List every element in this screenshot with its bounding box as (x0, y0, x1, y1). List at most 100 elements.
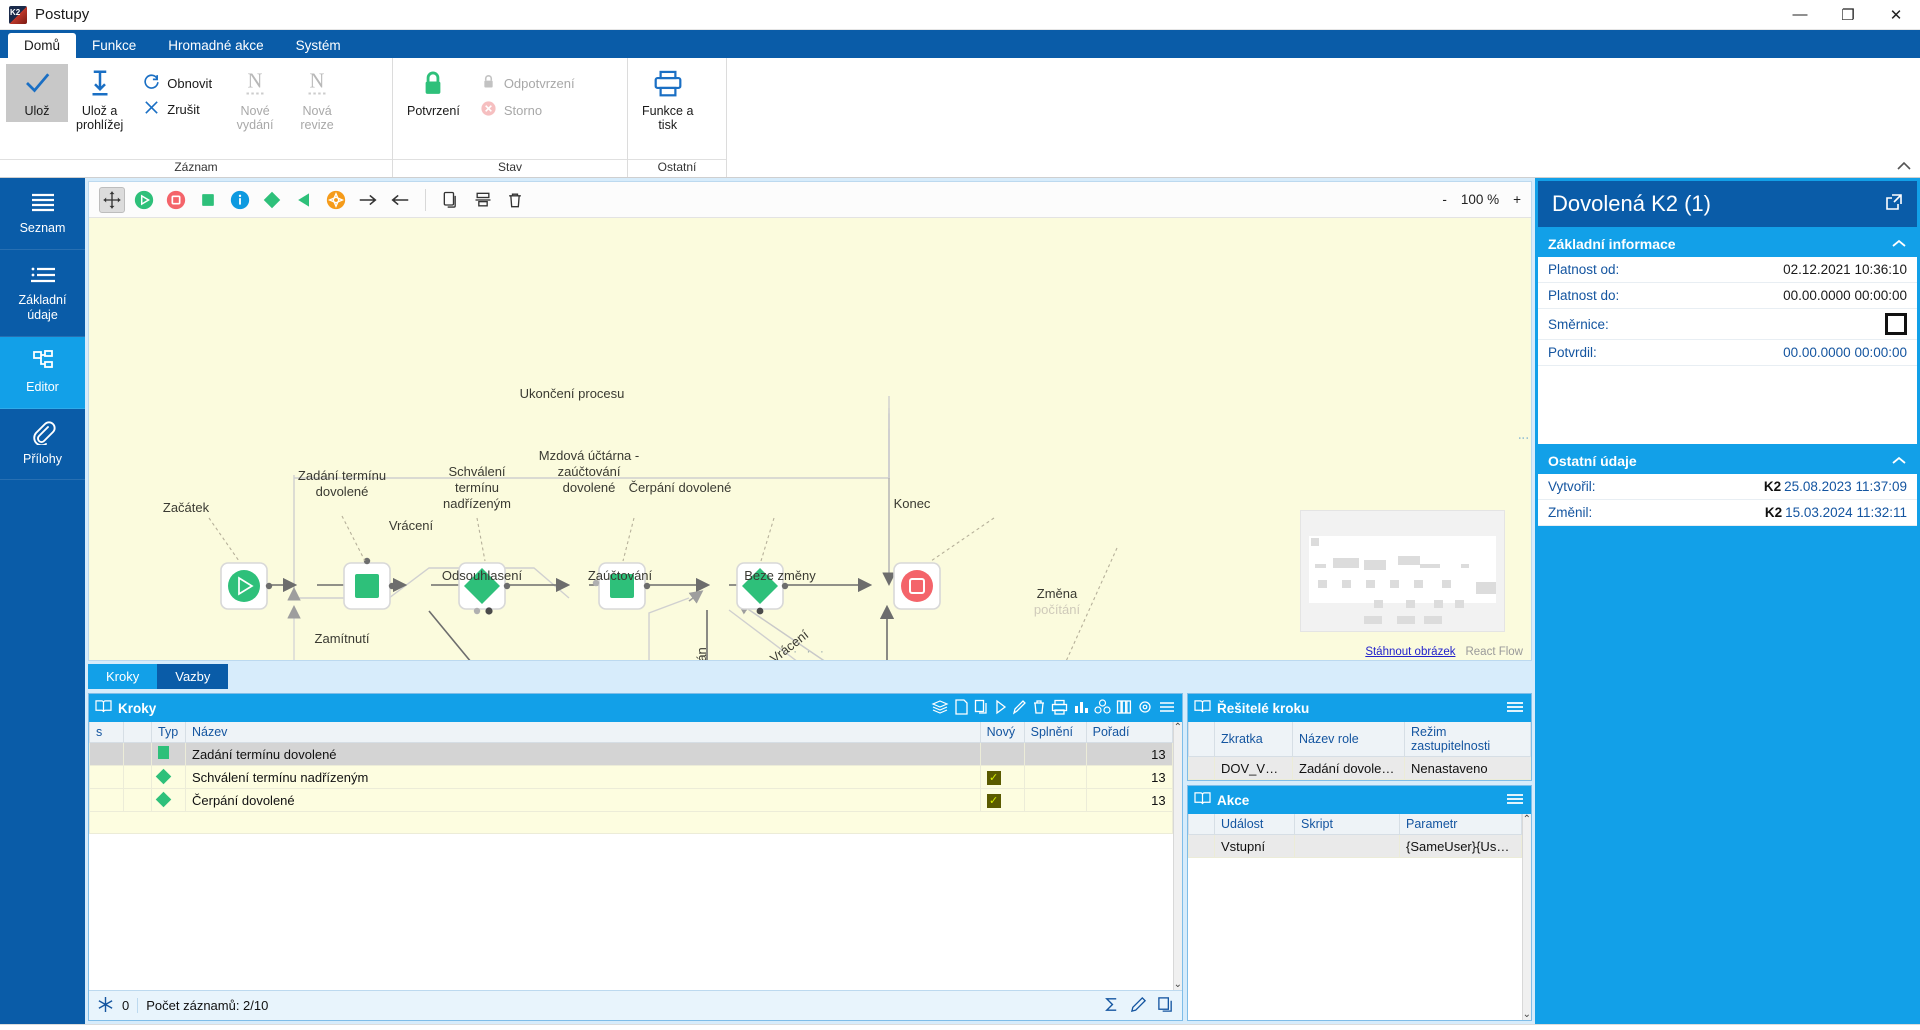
sidebar-item-seznam[interactable]: Seznam (0, 178, 85, 250)
new-edition-button[interactable]: N Nové vydání (224, 64, 286, 137)
green-diamond-icon[interactable] (259, 187, 285, 213)
green-square-icon[interactable] (195, 187, 221, 213)
copy-doc-icon[interactable] (974, 699, 989, 718)
chevron-up-icon[interactable] (1891, 454, 1907, 469)
copy-icon[interactable] (438, 187, 464, 213)
sidebar-item-prilohy[interactable]: Přílohy (0, 409, 85, 481)
restore-button[interactable]: ❐ (1841, 6, 1855, 24)
react-flow-attribution: React Flow (1465, 646, 1523, 658)
tab-vazby[interactable]: Vazby (157, 664, 229, 689)
left-triangle-icon[interactable] (291, 187, 317, 213)
group-icon[interactable] (1094, 698, 1111, 718)
zoom-out-button[interactable]: - (1442, 192, 1447, 207)
kroky-vertical-scrollbar[interactable]: ⌃ ⌄ (1172, 722, 1182, 990)
col-rezim[interactable]: Režim zastupitelnosti (1404, 722, 1531, 757)
menu-hamburger-icon[interactable] (1158, 699, 1176, 718)
table-row[interactable]: Zadání termínu dovolené 13 (89, 742, 1173, 766)
close-button[interactable]: ✕ (1889, 6, 1903, 24)
canvas-right-handle[interactable]: ⋮ (1517, 432, 1529, 446)
scroll-up-arrow-icon[interactable]: ⌃ (1173, 722, 1182, 733)
layers-icon[interactable] (931, 699, 949, 718)
col-novy[interactable]: Nový (979, 722, 1025, 743)
akce-vertical-scrollbar[interactable]: ⌃ ⌄ (1521, 814, 1531, 1020)
cancel-button[interactable]: Zrušit (135, 96, 220, 122)
tab-kroky[interactable]: Kroky (88, 664, 158, 689)
edit-pencil-icon[interactable] (1012, 699, 1027, 718)
col-skript[interactable]: Skript (1294, 814, 1400, 835)
col-nazev[interactable]: Název (185, 722, 981, 743)
tab-system[interactable]: Systém (295, 38, 341, 53)
scroll-down-arrow-icon[interactable]: ⌄ (1522, 1009, 1531, 1020)
col-udalost[interactable]: Událost (1214, 814, 1295, 835)
diagram-minimap[interactable] (1300, 510, 1505, 632)
save-and-view-button[interactable]: Ulož a prohlížej (68, 64, 131, 137)
move-arrows-icon[interactable] (99, 186, 125, 213)
node-label-schvaleni-1: Schválení (448, 464, 505, 479)
trash-icon[interactable] (502, 187, 528, 213)
col-blank[interactable] (1188, 814, 1215, 835)
columns-icon[interactable] (1116, 699, 1132, 718)
table-row[interactable]: Vstupní {SameUser}{Use… (1188, 834, 1522, 858)
unconfirm-button[interactable]: Odpotvrzení (472, 70, 583, 97)
table-row[interactable]: Schválení termínu nadřízeným ✓ 13 (89, 765, 1173, 789)
delete-trash-icon[interactable] (1032, 699, 1046, 718)
print-icon[interactable] (1051, 699, 1068, 718)
scroll-up-arrow-icon[interactable]: ⌃ (1522, 814, 1531, 825)
col-poradi[interactable]: Pořadí (1085, 722, 1173, 743)
menu-hamburger-icon[interactable] (1505, 791, 1525, 810)
scroll-down-arrow-icon[interactable]: ⌄ (1173, 979, 1182, 990)
chart-icon[interactable] (1073, 699, 1089, 718)
section-header-zakladni-informace[interactable]: Základní informace (1538, 231, 1917, 257)
table-row[interactable]: Čerpání dovolené ✓ 13 (89, 788, 1173, 812)
grids-region: Kroky (88, 689, 1532, 1021)
edit-pencil-icon[interactable] (1130, 996, 1147, 1016)
col-blank[interactable] (123, 722, 152, 743)
functions-and-print-button[interactable]: Funkce a tisk (634, 64, 701, 137)
chevron-up-icon[interactable] (1891, 237, 1907, 252)
new-revision-button[interactable]: N Nová revize (286, 64, 348, 137)
sidebar-item-editor[interactable]: Editor (0, 336, 85, 409)
refresh-button[interactable]: Obnovit (135, 70, 220, 96)
col-typ[interactable]: Typ (151, 722, 186, 743)
sidebar-item-zakladni-udaje-label: Základní údaje (18, 292, 67, 323)
arrow-right-icon[interactable] (355, 187, 381, 213)
download-image-link[interactable]: Stáhnout obrázek (1365, 646, 1456, 658)
section-header-ostatni-udaje[interactable]: Ostatní údaje (1538, 448, 1917, 474)
confirm-button[interactable]: Potvrzení (399, 64, 468, 122)
col-s[interactable]: s (89, 722, 124, 743)
duplicate-icon[interactable] (1157, 996, 1174, 1016)
minimize-button[interactable]: — (1792, 6, 1808, 23)
sum-sigma-icon[interactable] (1103, 996, 1120, 1016)
smernice-checkbox[interactable] (1885, 313, 1907, 335)
tab-funkce[interactable]: Funkce (92, 38, 137, 53)
start-play-circle-icon[interactable] (131, 187, 157, 213)
cell-s (89, 765, 124, 789)
tab-domu[interactable]: Domů (8, 33, 77, 58)
zoom-in-button[interactable]: + (1513, 192, 1521, 207)
save-button[interactable]: Ulož (6, 64, 68, 123)
chevron-up-icon[interactable] (1896, 160, 1912, 175)
popout-icon[interactable] (1885, 193, 1903, 216)
canvas-resize-handle[interactable]: · · · (793, 644, 827, 658)
arrow-left-icon[interactable] (387, 187, 413, 213)
col-nazev-role[interactable]: Název role (1292, 722, 1405, 757)
stop-square-circle-icon[interactable] (163, 187, 189, 213)
diagram-canvas[interactable]: Ukončení procesu Začátek Zadání termínu … (89, 218, 1531, 660)
info-circle-icon[interactable] (227, 187, 253, 213)
snowflake-icon[interactable] (97, 996, 114, 1016)
sidebar-item-zakladni-udaje[interactable]: Základní údaje (0, 250, 85, 337)
col-splneni[interactable]: Splnění (1023, 722, 1087, 743)
tab-hromadne-akce[interactable]: Hromadné akce (168, 38, 264, 53)
cancel-circle-icon (480, 100, 497, 120)
menu-hamburger-icon[interactable] (1505, 699, 1525, 718)
orange-diamond-icon[interactable] (323, 187, 349, 213)
settings-gear-icon[interactable] (1137, 699, 1153, 718)
run-icon[interactable] (994, 699, 1007, 718)
col-parametr[interactable]: Parametr (1399, 814, 1522, 835)
storno-button[interactable]: Storno (472, 97, 583, 123)
align-icon[interactable] (470, 187, 496, 213)
table-row[interactable]: DOV_V… Zadání dovolené… Nenastaveno (1188, 756, 1531, 780)
new-doc-icon[interactable] (954, 698, 969, 718)
col-zkratka[interactable]: Zkratka (1214, 722, 1293, 757)
col-blank[interactable] (1188, 722, 1215, 757)
